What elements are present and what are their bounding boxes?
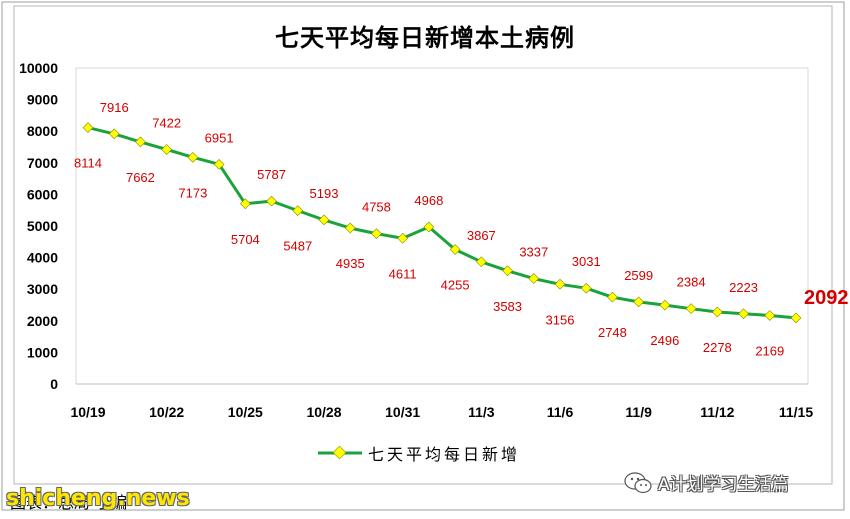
data-label: 7662	[126, 170, 155, 185]
y-tick-label: 5000	[27, 218, 58, 234]
data-label: 5704	[231, 232, 260, 247]
data-point	[554, 278, 566, 290]
data-label: 4968	[414, 193, 443, 208]
y-tick-label: 0	[50, 376, 58, 392]
data-point	[607, 291, 618, 303]
data-label: 2278	[703, 340, 732, 355]
data-label: 3031	[572, 254, 601, 269]
data-point	[580, 282, 592, 294]
data-point	[82, 122, 94, 133]
data-point	[371, 228, 382, 240]
data-label: 6951	[205, 130, 234, 145]
data-label: 8114	[74, 156, 102, 171]
watermark-right: A计划学习生活篇	[624, 470, 789, 495]
data-point	[685, 303, 697, 315]
data-point	[266, 195, 277, 207]
data-point	[633, 296, 645, 308]
data-label: 2223	[729, 280, 758, 295]
data-point	[161, 144, 173, 155]
legend-swatch	[318, 446, 362, 460]
data-label: 5193	[310, 186, 339, 201]
data-label: 7422	[152, 115, 181, 130]
plot-box	[75, 67, 809, 385]
data-point	[213, 158, 225, 170]
data-label: 7173	[178, 185, 207, 200]
legend: 七天平均每日新增	[318, 441, 520, 465]
data-point	[108, 128, 120, 140]
data-point	[790, 312, 802, 324]
y-tick-label: 4000	[27, 250, 58, 266]
x-tick-label: 11/9	[625, 404, 652, 420]
watermark-right-text: A计划学习生活篇	[658, 475, 789, 495]
data-label: 3583	[493, 299, 522, 314]
y-tick-label: 8000	[27, 123, 58, 139]
data-label: 3156	[546, 312, 575, 327]
data-label: 5487	[283, 239, 312, 254]
y-tick-label: 6000	[27, 186, 58, 202]
data-label: 5787	[257, 167, 286, 182]
x-tick-label: 10/25	[228, 404, 263, 420]
x-tick-label: 10/22	[149, 404, 184, 420]
data-point	[318, 214, 330, 226]
data-label: 4935	[336, 256, 365, 271]
data-label: 2384	[677, 275, 706, 290]
data-label: 3867	[467, 228, 496, 243]
wechat-icon	[624, 471, 652, 494]
data-label: 2748	[598, 325, 627, 340]
y-tick-label: 1000	[27, 344, 58, 360]
data-point	[528, 273, 540, 284]
data-point	[475, 256, 487, 268]
source-note: 图表：总局 小编	[10, 493, 128, 512]
series-line	[87, 126, 797, 320]
chart-title: 七天平均每日新增本土病例	[275, 24, 575, 52]
data-label: 2092	[804, 287, 849, 309]
y-tick-label: 2000	[27, 313, 58, 329]
data-label: 3337	[519, 245, 548, 260]
data-label: 7916	[100, 100, 129, 115]
x-tick-label: 10/31	[385, 404, 420, 420]
data-label: 2496	[650, 333, 679, 348]
plot-area: 0 1000 2000 3000 4000 5000 6000 7000 8000 9000 100…	[19, 60, 848, 420]
data-point	[344, 222, 356, 234]
data-point	[135, 136, 146, 148]
data-point	[764, 310, 776, 321]
data-point	[397, 232, 409, 244]
x-tick-label: 10/28	[306, 404, 341, 420]
data-point	[239, 198, 251, 210]
data-point	[711, 306, 723, 318]
watermark-left: shicheng.news	[6, 486, 190, 511]
x-tick-label: 11/15	[779, 404, 813, 420]
data-point	[292, 205, 304, 216]
data-label: 2169	[755, 343, 784, 358]
data-label: 4758	[362, 200, 391, 215]
data-label: 4611	[389, 266, 417, 281]
data-label: 2599	[624, 268, 653, 283]
data-point	[423, 221, 435, 233]
data-point	[187, 151, 199, 163]
data-point	[738, 308, 749, 320]
x-tick-label: 10/19	[70, 404, 105, 420]
x-tick-label: 11/3	[468, 404, 495, 420]
y-tick-label: 9000	[27, 92, 58, 108]
x-tick-label: 11/12	[700, 404, 734, 420]
data-label: 4255	[441, 278, 470, 293]
x-tick-label: 11/6	[547, 404, 574, 420]
data-point	[449, 244, 461, 255]
y-tick-label: 10000	[19, 60, 58, 76]
data-point	[502, 265, 513, 277]
legend-label: 七天平均每日新增	[368, 445, 521, 464]
y-tick-label: 3000	[27, 281, 58, 297]
y-tick-label: 7000	[27, 155, 58, 171]
data-point	[659, 299, 671, 311]
